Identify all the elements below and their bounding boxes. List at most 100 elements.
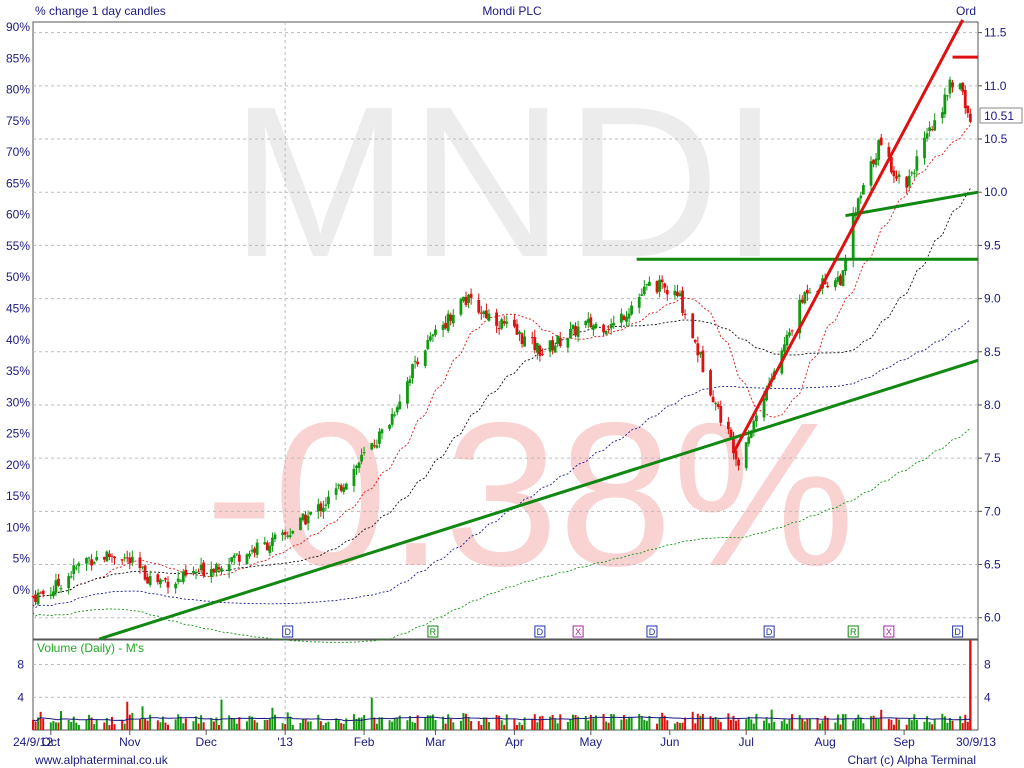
candle-body bbox=[683, 314, 687, 316]
candle-body bbox=[423, 350, 427, 367]
candle-body bbox=[566, 338, 570, 348]
volume-bar bbox=[699, 715, 702, 730]
candle-body bbox=[533, 337, 537, 351]
x-axis-label: Jun bbox=[660, 735, 679, 749]
candle-body bbox=[869, 161, 873, 186]
volume-bar bbox=[217, 725, 220, 730]
candle-body bbox=[197, 571, 200, 573]
candle-body bbox=[102, 557, 106, 560]
candle-body bbox=[161, 580, 165, 582]
candle-body bbox=[319, 503, 323, 511]
volume-bar bbox=[701, 713, 704, 730]
candle-body bbox=[355, 465, 358, 469]
candle-body bbox=[51, 591, 55, 597]
candle-body bbox=[861, 184, 865, 195]
candle-body bbox=[67, 576, 71, 589]
volume-bar bbox=[933, 719, 936, 730]
volume-bar bbox=[442, 716, 445, 730]
volume-bar bbox=[910, 720, 913, 730]
candle-body bbox=[431, 334, 435, 337]
volume-bar bbox=[235, 723, 238, 730]
candle-body bbox=[235, 553, 239, 555]
x-axis-label: Dec bbox=[196, 735, 217, 749]
volume-bar bbox=[625, 719, 628, 730]
candle-body bbox=[416, 361, 420, 365]
left-axis-label: 45% bbox=[6, 302, 30, 316]
volume-bar bbox=[370, 697, 373, 730]
candle-body bbox=[59, 588, 63, 590]
volume-bar bbox=[844, 714, 847, 730]
volume-bar bbox=[123, 723, 126, 730]
volume-bar bbox=[755, 713, 758, 730]
candle-body bbox=[874, 158, 878, 165]
candle-body bbox=[176, 578, 180, 582]
left-axis-label: 40% bbox=[6, 333, 30, 347]
volume-bar bbox=[286, 712, 289, 730]
volume-bar bbox=[872, 715, 875, 730]
volume-bar bbox=[324, 722, 327, 730]
candle-body bbox=[905, 176, 909, 188]
x-axis-label: Feb bbox=[354, 735, 375, 749]
candle-body bbox=[678, 293, 682, 297]
volume-bar bbox=[905, 724, 908, 730]
event-marker-d: D bbox=[763, 625, 775, 638]
volume-bar bbox=[220, 699, 223, 730]
candle-body bbox=[237, 554, 241, 562]
left-axis-label: 90% bbox=[6, 20, 30, 34]
volume-bar bbox=[212, 721, 215, 730]
volume-bar bbox=[541, 715, 544, 730]
candle-body bbox=[609, 323, 613, 329]
volume-bar bbox=[890, 719, 893, 730]
left-axis-label: 75% bbox=[6, 114, 30, 128]
volume-bar bbox=[712, 718, 715, 730]
volume-bar bbox=[363, 715, 366, 730]
candle-body bbox=[110, 555, 114, 557]
event-marker-box bbox=[883, 625, 895, 638]
left-axis-label: 20% bbox=[6, 458, 30, 472]
candle-body bbox=[839, 275, 842, 286]
candle-body bbox=[339, 485, 343, 491]
volume-bar bbox=[798, 715, 801, 730]
volume-bar bbox=[577, 716, 580, 730]
candle-body bbox=[520, 333, 524, 344]
event-marker-r: R bbox=[847, 625, 859, 638]
candle-body bbox=[459, 299, 463, 315]
right-axis-label: 6.0 bbox=[984, 611, 1001, 625]
left-axis-label: 55% bbox=[6, 239, 30, 253]
volume-bar bbox=[857, 714, 860, 730]
candle-body bbox=[551, 340, 555, 351]
volume-bar bbox=[103, 722, 106, 730]
candle-body bbox=[138, 557, 142, 568]
volume-bar bbox=[836, 714, 839, 730]
volume-bar bbox=[72, 716, 75, 730]
volume-bar bbox=[138, 719, 141, 730]
volume-bar bbox=[128, 714, 131, 730]
candle-body bbox=[479, 312, 483, 314]
volume-bar bbox=[549, 716, 552, 730]
volume-bar bbox=[676, 721, 679, 730]
volume-bar bbox=[131, 712, 134, 730]
volume-bar bbox=[602, 713, 605, 730]
candle-body bbox=[41, 590, 45, 595]
volume-bar bbox=[34, 721, 37, 730]
x-axis-label: Aug bbox=[814, 735, 835, 749]
candle-body bbox=[301, 513, 305, 521]
volume-bar bbox=[594, 715, 597, 730]
volume-bar bbox=[487, 722, 490, 730]
candle-body bbox=[701, 350, 705, 372]
candle-body bbox=[571, 324, 575, 330]
candle-body bbox=[538, 345, 542, 356]
event-marker-box bbox=[282, 625, 294, 638]
left-axis-label: 60% bbox=[6, 208, 30, 222]
volume-bar bbox=[839, 724, 842, 730]
candle-body bbox=[930, 129, 934, 131]
candle-body bbox=[625, 316, 628, 322]
volume-bar bbox=[648, 715, 651, 730]
candle-body bbox=[698, 351, 702, 355]
candle-body bbox=[69, 576, 73, 578]
right-axis: 11.5 11.0 10.5 10.0 9.5 9.0 8.5 8.0 7.5 7.0 6.5 6.0 bbox=[978, 26, 1008, 625]
volume-bar bbox=[538, 716, 541, 730]
candle-body bbox=[642, 286, 646, 295]
volume-bar bbox=[215, 717, 218, 730]
candle-body bbox=[800, 299, 804, 303]
